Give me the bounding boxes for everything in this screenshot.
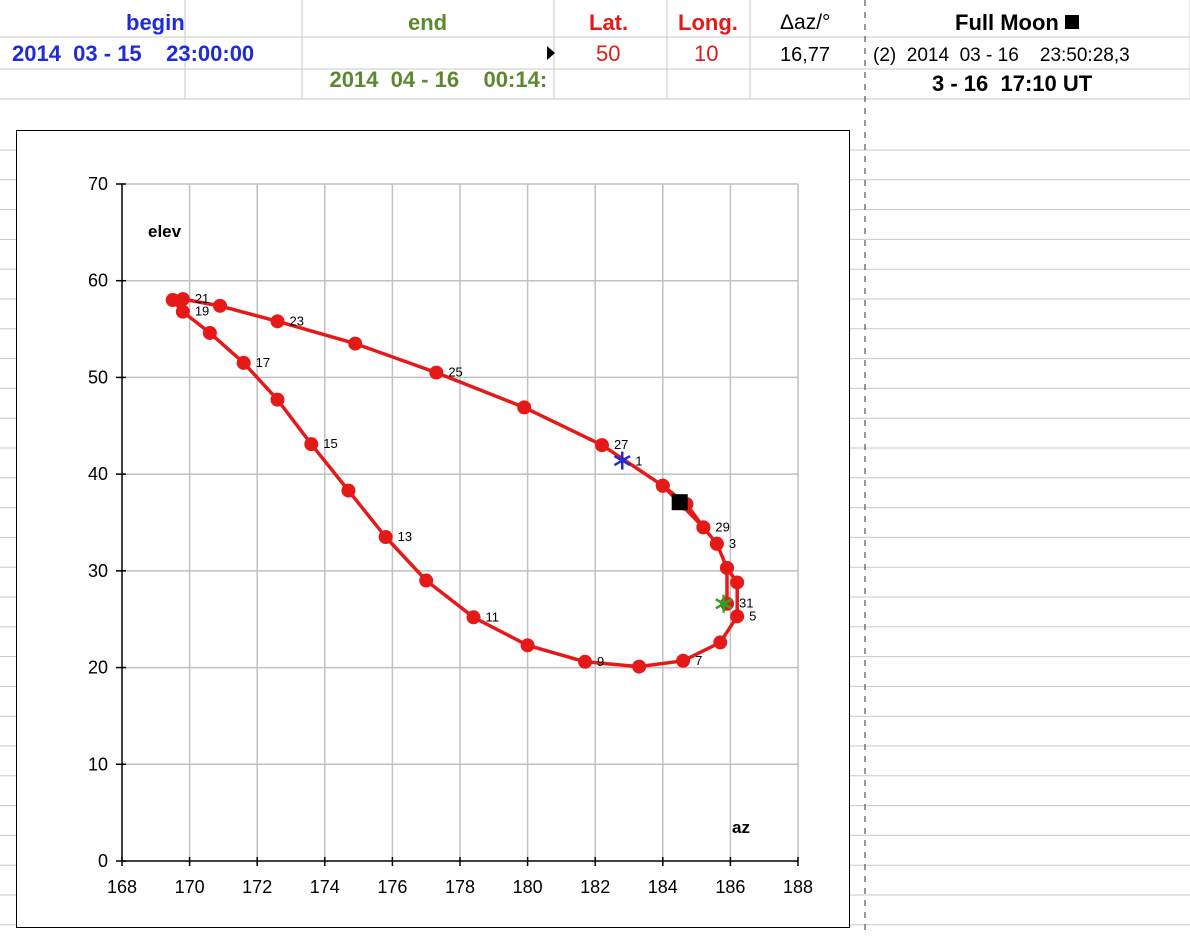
y-tick-label: 20: [88, 658, 108, 678]
data-point: [348, 336, 363, 351]
azimuth-elevation-chart: 168 170 172 174 176 178 180 182 184 186 1880102030…: [88, 174, 813, 897]
data-point: [213, 298, 228, 313]
full-moon-label: Full Moon: [955, 10, 1079, 36]
data-label: 5: [749, 608, 756, 623]
data-label: 11: [486, 609, 500, 624]
x-tick-label: 172: [242, 877, 272, 897]
full-moon-text: Full Moon: [955, 10, 1059, 35]
y-tick-label: 60: [88, 271, 108, 291]
x-tick-label: 176: [377, 877, 407, 897]
data-label: 21: [195, 291, 209, 306]
data-point: [709, 536, 724, 551]
data-label: 27: [614, 437, 628, 452]
data-label: 9: [597, 654, 604, 669]
data-label: 3: [729, 536, 736, 551]
data-point: [578, 654, 593, 669]
data-point: [419, 573, 434, 588]
delta-az-value: 16,77: [780, 44, 831, 66]
chart-frame: 168 170 172 174 176 178 180 182 184 186 188 0 10 20 30…: [16, 130, 850, 928]
asterisk-marker: [715, 594, 733, 613]
long-label: Long.: [678, 10, 738, 35]
data-point: [429, 365, 444, 380]
data-point: [655, 478, 670, 493]
x-tick-label: 188: [783, 877, 813, 897]
begin-value: 2014 03 - 15 23:00:00: [12, 41, 255, 66]
asterisk-marker: [613, 451, 631, 470]
overflow-arrow-icon: [547, 46, 555, 60]
data-point: [175, 292, 190, 307]
delta-az-label: Δaz/°: [780, 11, 831, 34]
data-point: [520, 638, 535, 653]
data-label: 13: [398, 529, 412, 544]
data-point: [304, 437, 319, 452]
full-moon-square-icon: [1064, 15, 1079, 29]
y-tick-label: 10: [88, 754, 108, 774]
asterisk-stroke: [715, 598, 733, 610]
asterisk-stroke: [613, 455, 631, 467]
x-tick-label: 178: [445, 877, 475, 897]
x-tick-label: 182: [580, 877, 610, 897]
data-label: 17: [256, 355, 270, 370]
x-tick-label: 180: [513, 877, 543, 897]
full-moon-value: (2) 2014 03 - 16 23:50:28,3: [873, 45, 1130, 66]
y-tick-label: 50: [88, 367, 108, 387]
data-point: [594, 438, 609, 453]
data-point: [676, 653, 691, 668]
data-point: [713, 635, 728, 650]
y-axis-label: elev: [148, 222, 182, 241]
y-tick-label: 0: [98, 851, 108, 871]
x-tick-label: 170: [175, 877, 205, 897]
data-label: 25: [448, 365, 462, 380]
x-tick-label: 174: [310, 877, 340, 897]
data-point: [720, 560, 735, 575]
data-point: [730, 609, 745, 624]
y-tick-label: 40: [88, 464, 108, 484]
data-label: 23: [289, 313, 303, 328]
end-value: 2014 04 - 16 00:14:: [305, 41, 555, 119]
end-label: end: [408, 10, 448, 35]
data-point: [165, 293, 180, 308]
x-axis-label: az: [732, 818, 750, 837]
x-tick-label: 168: [107, 877, 137, 897]
data-point: [730, 575, 745, 590]
full-moon-marker: [671, 494, 688, 511]
series-line: [170, 297, 739, 669]
data-point: [696, 520, 711, 535]
data-point: [341, 483, 356, 498]
data-point: [236, 355, 251, 370]
long-value: 10: [694, 41, 719, 66]
x-tick-label: 186: [715, 877, 745, 897]
lat-label: Lat.: [589, 10, 629, 35]
y-tick-label: 70: [88, 174, 108, 194]
marker-label: 1: [635, 454, 642, 469]
data-point: [270, 314, 285, 329]
y-tick-label: 30: [88, 561, 108, 581]
data-label: 31: [739, 596, 753, 611]
x-tick-label: 184: [648, 877, 678, 897]
data-label: 15: [323, 436, 337, 451]
data-label: 19: [195, 304, 209, 319]
data-point: [175, 304, 190, 319]
end-value-text: 2014 04 - 16 00:14:: [329, 67, 548, 92]
data-point: [378, 530, 393, 545]
data-point: [632, 659, 647, 674]
data-point: [517, 400, 532, 415]
lat-value: 50: [596, 41, 621, 66]
data-label: 7: [695, 653, 702, 668]
ut-value: 3 - 16 17:10 UT: [932, 71, 1093, 96]
data-label: 29: [715, 519, 729, 534]
begin-label: begin: [126, 10, 185, 35]
data-point: [466, 610, 481, 625]
data-point: [270, 392, 285, 407]
data-point: [202, 325, 217, 340]
